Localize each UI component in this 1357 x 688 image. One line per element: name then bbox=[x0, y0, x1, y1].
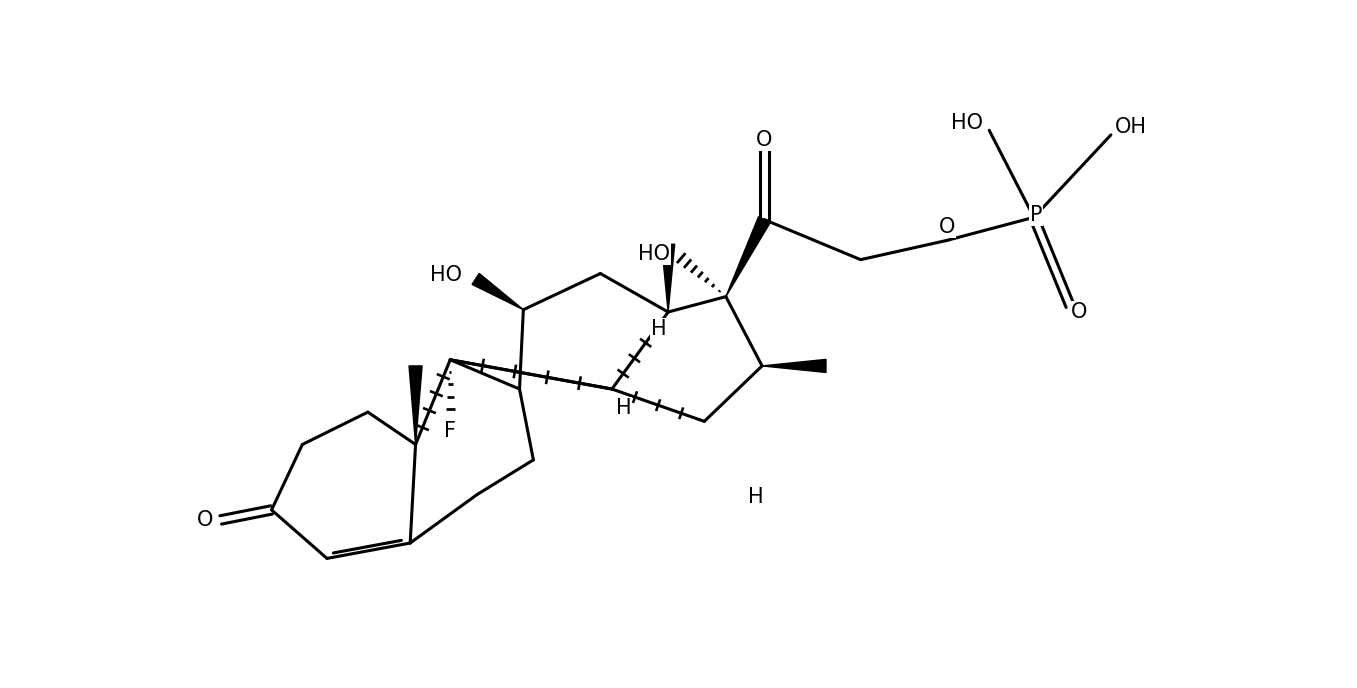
Polygon shape bbox=[662, 244, 674, 312]
Text: HO: HO bbox=[430, 265, 461, 285]
Text: F: F bbox=[444, 420, 456, 440]
Text: HO: HO bbox=[638, 244, 669, 264]
Text: OH: OH bbox=[1114, 117, 1147, 137]
Polygon shape bbox=[472, 273, 524, 310]
Text: H: H bbox=[616, 398, 631, 418]
Text: O: O bbox=[197, 510, 213, 530]
Text: HO: HO bbox=[951, 113, 982, 133]
Polygon shape bbox=[763, 359, 826, 372]
Text: O: O bbox=[756, 130, 772, 150]
Text: H: H bbox=[651, 319, 666, 339]
Text: P: P bbox=[1030, 205, 1042, 225]
Polygon shape bbox=[726, 217, 771, 297]
Polygon shape bbox=[408, 366, 422, 444]
Text: O: O bbox=[1071, 302, 1087, 322]
Text: O: O bbox=[939, 217, 955, 237]
Text: H: H bbox=[748, 487, 764, 507]
